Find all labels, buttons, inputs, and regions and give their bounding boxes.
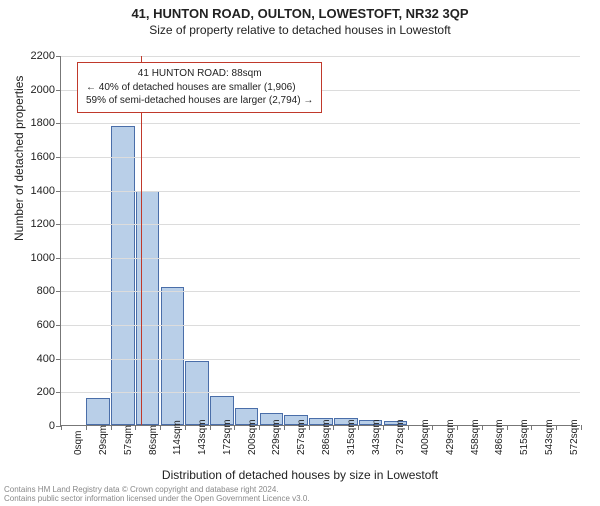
x-tick-mark <box>358 425 359 430</box>
annotation-line-3: 59% of semi-detached houses are larger (… <box>86 94 313 108</box>
grid-line <box>61 325 580 326</box>
plot-area: 0200400600800100012001400160018002000220… <box>60 56 580 426</box>
x-tick-mark <box>408 425 409 430</box>
x-tick-mark <box>259 425 260 430</box>
x-tick-mark <box>86 425 87 430</box>
y-tick-mark <box>56 359 61 360</box>
page-subtitle: Size of property relative to detached ho… <box>0 23 600 37</box>
x-tick-label: 29sqm <box>98 425 109 455</box>
x-tick-mark <box>333 425 334 430</box>
x-tick-label: 86sqm <box>148 425 159 455</box>
footer-line-2: Contains public sector information licen… <box>4 494 310 504</box>
x-tick-label: 515sqm <box>519 419 530 455</box>
x-tick-label: 57sqm <box>123 425 134 455</box>
x-tick-label: 0sqm <box>73 431 84 455</box>
footer-attribution: Contains HM Land Registry data © Crown c… <box>4 485 310 504</box>
x-tick-label: 257sqm <box>296 419 307 455</box>
x-tick-mark <box>284 425 285 430</box>
y-tick-mark <box>56 325 61 326</box>
y-tick-label: 2000 <box>31 84 55 96</box>
annotation-box: 41 HUNTON ROAD: 88sqm← 40% of detached h… <box>77 62 322 113</box>
x-tick-label: 172sqm <box>222 419 233 455</box>
grid-line <box>61 258 580 259</box>
footer-line-1: Contains HM Land Registry data © Crown c… <box>4 485 310 495</box>
histogram-bar <box>161 287 185 425</box>
y-tick-mark <box>56 157 61 158</box>
x-tick-mark <box>432 425 433 430</box>
x-tick-mark <box>581 425 582 430</box>
x-tick-mark <box>457 425 458 430</box>
y-tick-label: 600 <box>37 319 55 331</box>
x-tick-label: 572sqm <box>569 419 580 455</box>
chart-area: 0200400600800100012001400160018002000220… <box>60 56 580 426</box>
y-tick-label: 1200 <box>31 218 55 230</box>
grid-line <box>61 224 580 225</box>
x-tick-mark <box>234 425 235 430</box>
histogram-bar <box>86 398 110 425</box>
y-tick-label: 1800 <box>31 117 55 129</box>
grid-line <box>61 291 580 292</box>
x-tick-label: 458sqm <box>470 419 481 455</box>
x-tick-mark <box>556 425 557 430</box>
x-tick-mark <box>185 425 186 430</box>
x-tick-mark <box>309 425 310 430</box>
x-tick-mark <box>135 425 136 430</box>
grid-line <box>61 157 580 158</box>
histogram-bar <box>136 191 160 425</box>
y-tick-mark <box>56 258 61 259</box>
x-tick-mark <box>111 425 112 430</box>
x-tick-mark <box>531 425 532 430</box>
page-title: 41, HUNTON ROAD, OULTON, LOWESTOFT, NR32… <box>0 6 600 21</box>
x-tick-label: 143sqm <box>197 419 208 455</box>
y-axis-label: Number of detached properties <box>12 76 26 241</box>
x-tick-label: 372sqm <box>395 419 406 455</box>
y-tick-mark <box>56 291 61 292</box>
x-tick-label: 543sqm <box>544 419 555 455</box>
x-tick-label: 486sqm <box>494 419 505 455</box>
y-tick-label: 1000 <box>31 252 55 264</box>
y-tick-mark <box>56 123 61 124</box>
x-tick-label: 400sqm <box>420 419 431 455</box>
y-tick-label: 800 <box>37 285 55 297</box>
x-tick-mark <box>507 425 508 430</box>
y-tick-label: 1600 <box>31 151 55 163</box>
histogram-bar <box>111 126 135 425</box>
grid-line <box>61 56 580 57</box>
y-tick-mark <box>56 392 61 393</box>
x-tick-label: 200sqm <box>247 419 258 455</box>
x-tick-mark <box>61 425 62 430</box>
y-tick-label: 1400 <box>31 185 55 197</box>
x-tick-mark <box>482 425 483 430</box>
x-tick-label: 114sqm <box>172 420 183 455</box>
grid-line <box>61 392 580 393</box>
grid-line <box>61 123 580 124</box>
x-tick-mark <box>210 425 211 430</box>
y-tick-mark <box>56 191 61 192</box>
annotation-line-1: 41 HUNTON ROAD: 88sqm <box>86 67 313 81</box>
x-tick-label: 286sqm <box>321 419 332 455</box>
y-tick-mark <box>56 224 61 225</box>
x-tick-mark <box>160 425 161 430</box>
x-tick-mark <box>383 425 384 430</box>
x-axis-label: Distribution of detached houses by size … <box>0 468 600 482</box>
x-tick-label: 343sqm <box>371 419 382 455</box>
y-tick-label: 0 <box>49 420 55 432</box>
x-tick-label: 315sqm <box>346 419 357 455</box>
y-tick-mark <box>56 56 61 57</box>
x-tick-label: 429sqm <box>445 419 456 455</box>
grid-line <box>61 191 580 192</box>
y-tick-label: 2200 <box>31 50 55 62</box>
annotation-line-2: ← 40% of detached houses are smaller (1,… <box>86 81 313 95</box>
y-tick-label: 400 <box>37 353 55 365</box>
x-tick-label: 229sqm <box>271 419 282 455</box>
y-tick-label: 200 <box>37 386 55 398</box>
grid-line <box>61 359 580 360</box>
y-tick-mark <box>56 90 61 91</box>
